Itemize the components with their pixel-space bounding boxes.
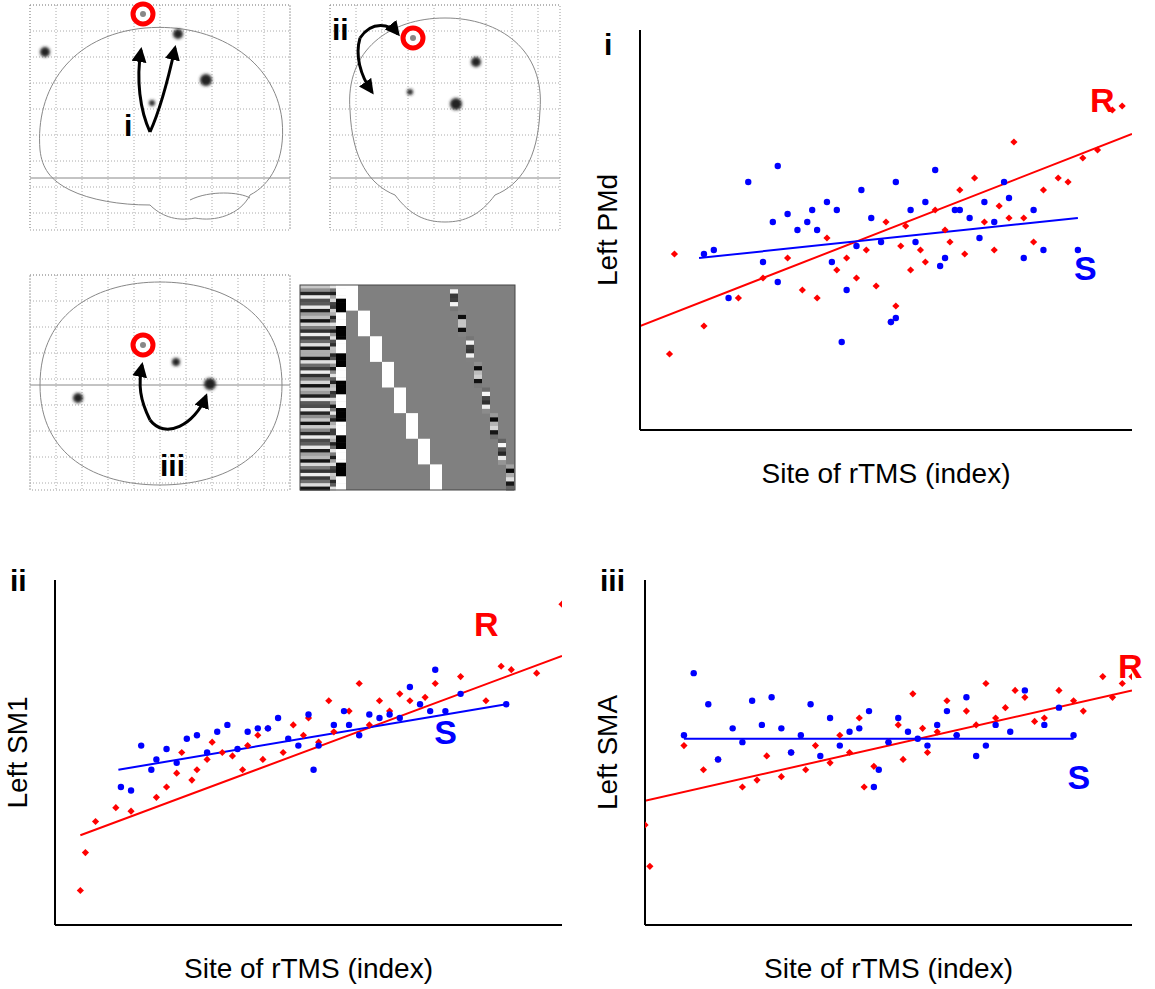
svg-text:R: R — [1118, 647, 1143, 685]
svg-text:Site of rTMS (index): Site of rTMS (index) — [764, 953, 1013, 984]
svg-text:ii: ii — [332, 13, 349, 46]
svg-text:Left SMA: Left SMA — [592, 695, 623, 810]
svg-text:i: i — [124, 109, 132, 142]
svg-text:iii: iii — [160, 449, 185, 482]
svg-text:S: S — [1068, 758, 1091, 796]
svg-text:Site of rTMS (index): Site of rTMS (index) — [184, 953, 433, 984]
svg-text:R: R — [474, 605, 499, 643]
svg-text:Left SM1: Left SM1 — [2, 696, 33, 808]
svg-text:Left PMd: Left PMd — [592, 174, 623, 286]
html-text:iii: iii — [600, 564, 625, 597]
html-text:ii: ii — [10, 564, 27, 597]
svg-text:R: R — [1090, 81, 1115, 119]
html-text:i: i — [604, 28, 613, 61]
svg-text:S: S — [434, 713, 457, 751]
svg-text:S: S — [1074, 249, 1097, 287]
svg-text:Site of rTMS (index): Site of rTMS (index) — [762, 458, 1011, 489]
